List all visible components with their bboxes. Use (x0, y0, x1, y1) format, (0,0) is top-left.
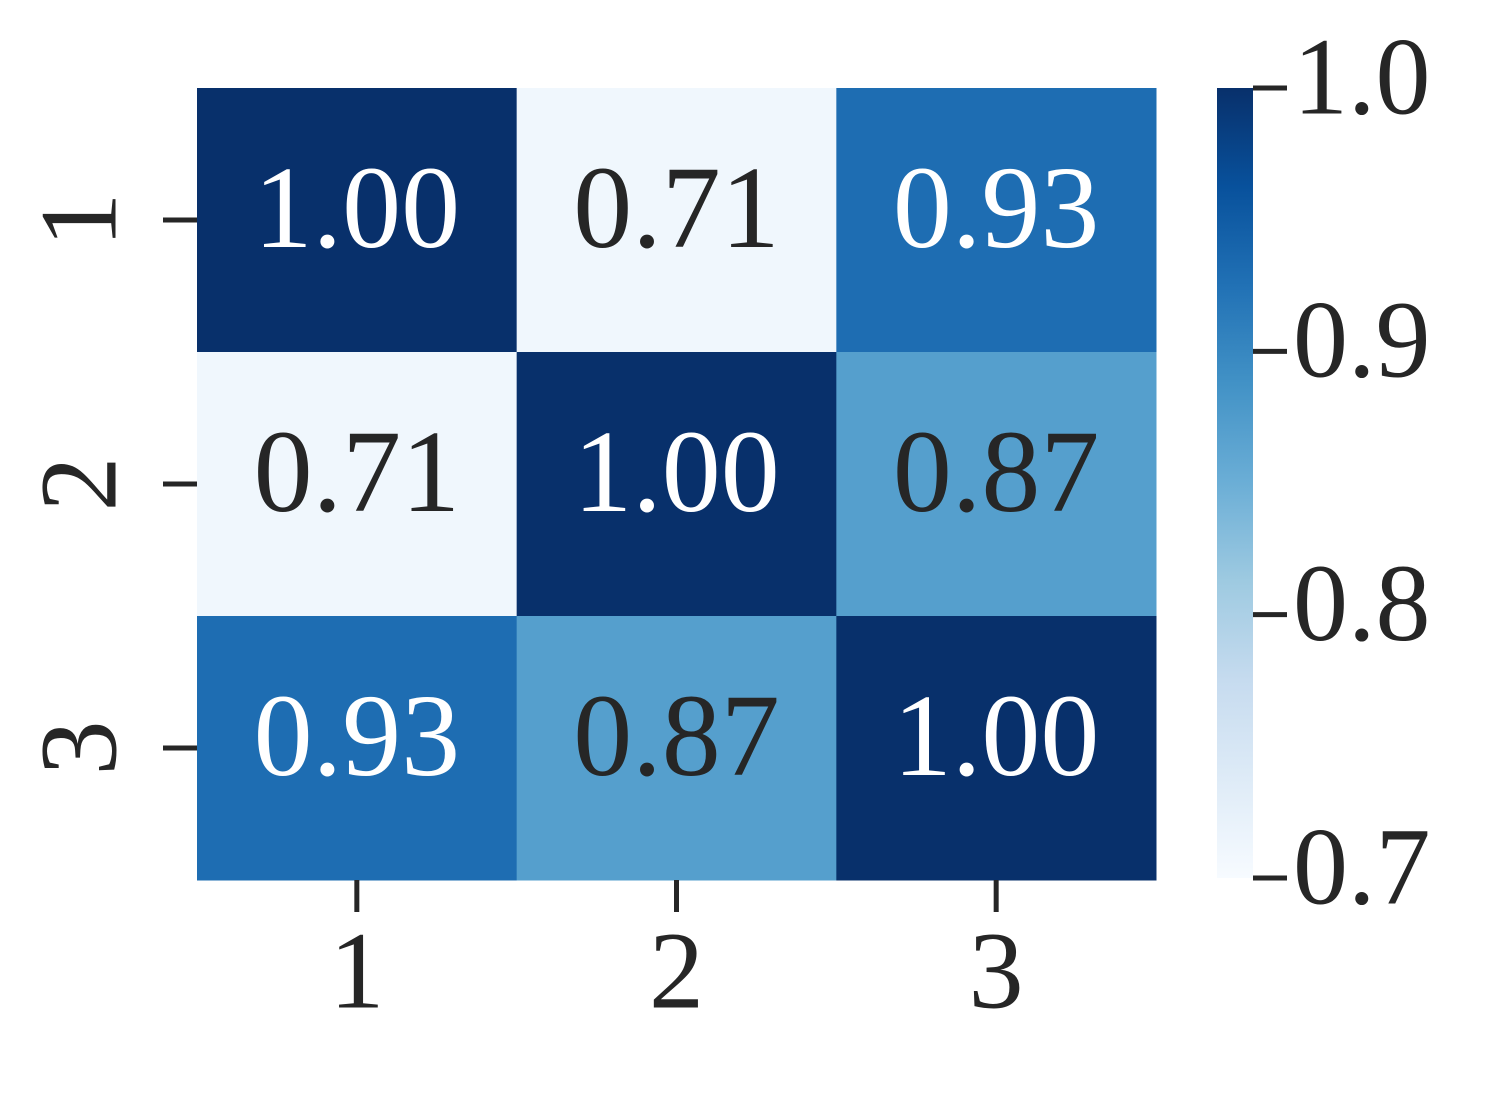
y-tick-label: 1 (17, 193, 139, 248)
x-tick-label: 2 (649, 909, 704, 1031)
cell-label: 0.93 (254, 670, 461, 801)
y-tick-label: 3 (17, 721, 139, 776)
cell-label: 0.71 (254, 406, 461, 537)
x-tick-label: 3 (969, 909, 1024, 1031)
cell-label: 1.00 (573, 406, 780, 537)
cell-label: 1.00 (893, 670, 1100, 801)
heatmap-cell (516, 88, 837, 353)
heatmap-cell (836, 88, 1157, 353)
colorbar-tick-label: 0.9 (1293, 279, 1431, 401)
cell-label: 0.93 (893, 142, 1100, 273)
heatmap-cell (836, 616, 1157, 881)
heatmap-cell (516, 352, 837, 617)
heatmap-cell (197, 352, 518, 617)
y-tick-label: 2 (17, 457, 139, 512)
cell-label: 1.00 (254, 142, 461, 273)
colorbar-tick-label: 0.8 (1293, 542, 1431, 664)
cell-label: 0.71 (573, 142, 780, 273)
x-tick-label: 1 (329, 909, 384, 1031)
heatmap-cell (836, 352, 1157, 617)
colorbar (1217, 88, 1253, 878)
cell-label: 0.87 (893, 406, 1100, 537)
heatmap-cell (197, 616, 518, 881)
cell-label: 0.87 (573, 670, 780, 801)
colorbar-tick-label: 1.0 (1293, 15, 1431, 137)
heatmap-cell (197, 88, 518, 353)
colorbar-tick-label: 0.7 (1293, 805, 1431, 927)
heatmap-cell (516, 616, 837, 881)
